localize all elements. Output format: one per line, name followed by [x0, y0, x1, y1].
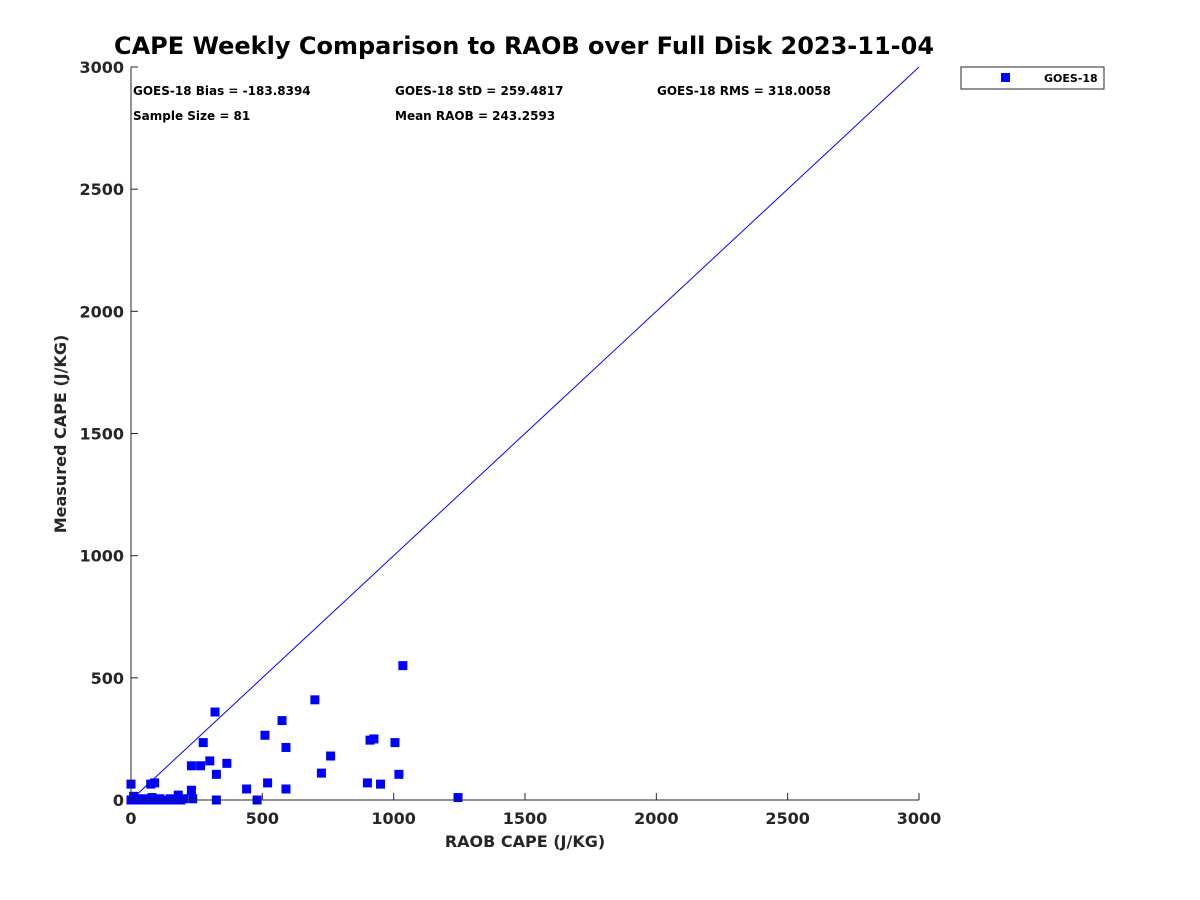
data-point — [186, 785, 196, 795]
data-point — [173, 790, 183, 800]
y-tick-label: 500 — [91, 669, 124, 688]
y-tick-label: 1500 — [79, 425, 124, 444]
legend-label: GOES-18 — [1044, 72, 1098, 85]
y-tick-label: 3000 — [79, 58, 124, 77]
y-ticks: 0 500 1000 1500 2000 2500 3000 — [79, 58, 138, 810]
data-point — [211, 769, 221, 779]
data-point — [281, 742, 291, 752]
y-tick-label: 2000 — [79, 302, 124, 321]
data-point — [277, 716, 287, 726]
reference-line-layer — [130, 66, 920, 801]
one-to-one-reference-line — [130, 66, 920, 801]
data-point — [150, 778, 160, 788]
data-points-layer — [126, 661, 463, 805]
y-tick-label: 1000 — [79, 547, 124, 566]
data-point — [210, 707, 220, 717]
x-tick-label: 1000 — [371, 809, 416, 828]
x-tick-label: 0 — [125, 809, 136, 828]
data-point — [394, 769, 404, 779]
data-point — [390, 738, 400, 748]
data-point — [147, 793, 157, 803]
x-tick-label: 500 — [246, 809, 279, 828]
data-point — [155, 794, 165, 804]
legend-marker-square-icon — [1001, 73, 1010, 82]
data-point — [196, 761, 206, 771]
chart-title: CAPE Weekly Comparison to RAOB over Full… — [114, 32, 934, 60]
data-point — [186, 761, 196, 771]
stat-mean-raob: Mean RAOB = 243.2593 — [395, 109, 555, 123]
data-point — [326, 751, 336, 761]
data-point — [310, 695, 320, 705]
data-point — [222, 758, 232, 768]
y-tick-label: 2500 — [79, 180, 124, 199]
x-tick-label: 2000 — [634, 809, 679, 828]
data-point — [198, 738, 208, 748]
data-point — [179, 794, 189, 804]
data-point — [316, 768, 326, 778]
data-point — [242, 784, 252, 794]
y-axis-label: Measured CAPE (J/KG) — [51, 335, 70, 534]
x-ticks: 0 500 1000 1500 2000 2500 3000 — [125, 793, 941, 828]
data-point — [205, 756, 215, 766]
stat-bias: GOES-18 Bias = -183.8394 — [133, 84, 311, 98]
x-tick-label: 3000 — [897, 809, 942, 828]
data-point — [188, 794, 198, 804]
data-point — [260, 730, 270, 740]
stat-std: GOES-18 StD = 259.4817 — [395, 84, 564, 98]
data-point — [139, 794, 149, 804]
data-point — [281, 784, 291, 794]
data-point — [376, 779, 386, 789]
data-point — [131, 794, 141, 804]
data-point — [453, 793, 463, 803]
x-tick-label: 2500 — [765, 809, 810, 828]
x-tick-label: 1500 — [503, 809, 548, 828]
data-point — [165, 794, 175, 804]
stat-sample-size: Sample Size = 81 — [133, 109, 250, 123]
legend: GOES-18 — [960, 66, 1105, 90]
data-point — [398, 661, 408, 671]
stat-rms: GOES-18 RMS = 318.0058 — [657, 84, 831, 98]
data-point — [362, 778, 372, 788]
data-point — [263, 778, 273, 788]
x-axis-label: RAOB CAPE (J/KG) — [445, 832, 605, 851]
stats-annotations: GOES-18 Bias = -183.8394 GOES-18 StD = 2… — [133, 84, 831, 123]
y-tick-label: 0 — [113, 791, 124, 810]
legend-box — [960, 66, 1105, 90]
data-point — [369, 734, 379, 744]
